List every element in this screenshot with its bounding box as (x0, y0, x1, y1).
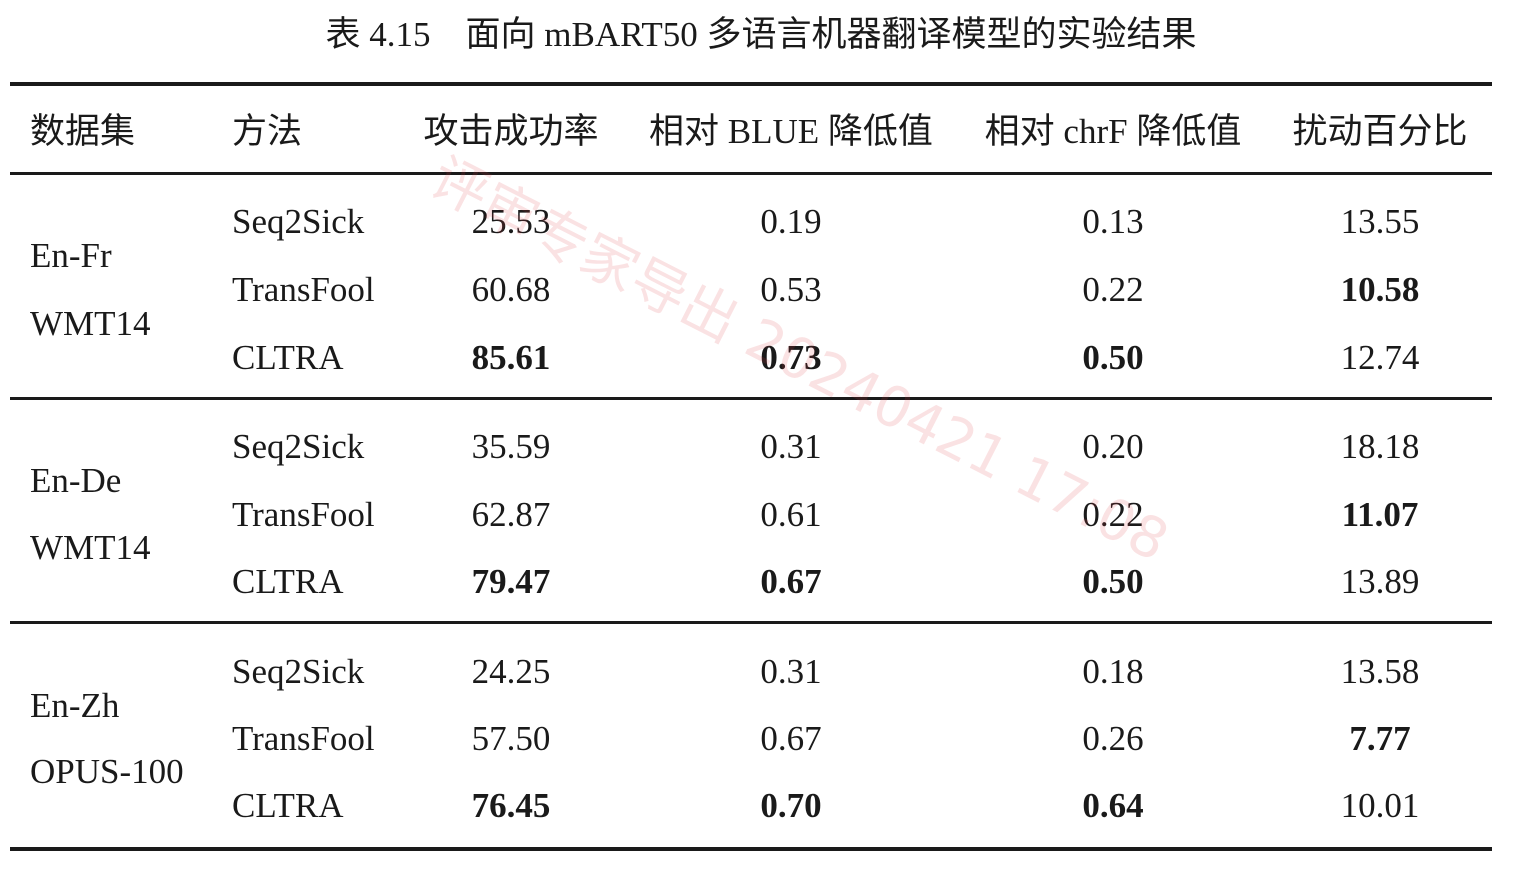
dataset-source: OPUS-100 (30, 752, 184, 791)
asr-cell: 57.50 (471, 719, 551, 758)
header-dataset: 数据集 (30, 112, 136, 151)
dataset-source: WMT14 (30, 528, 151, 567)
perturbation-cell: 13.55 (1340, 202, 1420, 241)
bleu-drop-cell-best: 0.73 (760, 338, 822, 377)
bleu-drop-cell: 0.53 (760, 270, 822, 309)
perturbation-cell: 13.58 (1340, 652, 1420, 691)
asr-cell: 35.59 (471, 427, 551, 466)
asr-cell: 25.53 (471, 202, 551, 241)
chrf-drop-cell: 0.13 (1082, 202, 1144, 241)
bleu-drop-cell: 0.67 (760, 719, 822, 758)
chrf-drop-cell: 0.22 (1082, 495, 1144, 534)
asr-cell-best: 85.61 (471, 338, 551, 377)
chrf-drop-cell: 0.22 (1082, 270, 1144, 309)
top-rule (10, 82, 1492, 86)
table-caption: 表 4.15 面向 mBART50 多语言机器翻译模型的实验结果 (325, 15, 1197, 54)
dataset-source: WMT14 (30, 304, 151, 343)
chrf-drop-cell: 0.18 (1082, 652, 1144, 691)
method-cell: Seq2Sick (232, 202, 365, 241)
bleu-drop-cell: 0.31 (760, 652, 822, 691)
dataset-name: En-De (30, 461, 122, 500)
asr-cell: 62.87 (471, 495, 551, 534)
perturbation-cell: 12.74 (1340, 338, 1420, 377)
perturbation-cell: 10.01 (1340, 786, 1420, 825)
group-divider (10, 397, 1492, 400)
bleu-drop-cell-best: 0.67 (760, 562, 822, 601)
header-method: 方法 (232, 112, 303, 151)
perturbation-cell: 13.89 (1340, 562, 1420, 601)
chrf-drop-cell-best: 0.50 (1082, 338, 1144, 377)
perturbation-cell-best: 11.07 (1341, 495, 1419, 534)
dataset-name: En-Zh (30, 686, 120, 725)
method-cell: TransFool (232, 270, 375, 309)
asr-cell-best: 76.45 (471, 786, 551, 825)
dataset-name: En-Fr (30, 236, 112, 275)
method-cell: TransFool (232, 495, 375, 534)
chrf-drop-cell: 0.20 (1082, 427, 1144, 466)
group-divider (10, 621, 1492, 624)
bleu-drop-cell: 0.61 (760, 495, 822, 534)
header-perturbation-percent: 扰动百分比 (1292, 112, 1468, 151)
method-cell: CLTRA (232, 338, 344, 377)
chrf-drop-cell-best: 0.50 (1082, 562, 1144, 601)
perturbation-cell: 18.18 (1340, 427, 1420, 466)
header-attack-success-rate: 攻击成功率 (423, 112, 599, 151)
asr-cell-best: 79.47 (471, 562, 551, 601)
chrf-drop-cell: 0.26 (1082, 719, 1144, 758)
bleu-drop-cell: 0.31 (760, 427, 822, 466)
asr-cell: 24.25 (471, 652, 551, 691)
method-cell: TransFool (232, 719, 375, 758)
asr-cell: 60.68 (471, 270, 551, 309)
header-relative-bleu-drop: 相对 BLUE 降低值 (649, 112, 933, 151)
perturbation-cell-best: 7.77 (1349, 719, 1411, 758)
method-cell: CLTRA (232, 786, 344, 825)
header-relative-chrf-drop: 相对 chrF 降低值 (984, 112, 1242, 151)
bleu-drop-cell-best: 0.70 (760, 786, 822, 825)
header-rule (10, 172, 1492, 175)
method-cell: Seq2Sick (232, 427, 365, 466)
method-cell: Seq2Sick (232, 652, 365, 691)
bottom-rule (10, 847, 1492, 851)
bleu-drop-cell: 0.19 (760, 202, 822, 241)
perturbation-cell-best: 10.58 (1340, 270, 1420, 309)
method-cell: CLTRA (232, 562, 344, 601)
chrf-drop-cell-best: 0.64 (1082, 786, 1144, 825)
